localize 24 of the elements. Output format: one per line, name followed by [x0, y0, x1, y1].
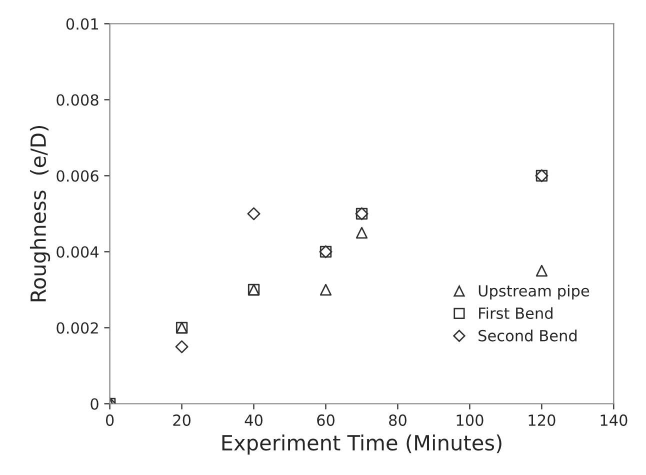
- y-axis-title: Roughness (e/D): [30, 126, 50, 302]
- legend-label: Second Bend: [478, 330, 577, 342]
- y-tick-label: 0: [90, 398, 98, 410]
- x-tick-label: 40: [244, 414, 262, 426]
- point: [356, 226, 368, 239]
- y-tick-label: 0.01: [66, 18, 98, 30]
- legend-label: Upstream pipe: [478, 284, 590, 300]
- point: [320, 284, 332, 296]
- x-tick-label: 140: [600, 414, 628, 426]
- x-tick-label: 20: [173, 414, 191, 426]
- x-tick-label: 100: [456, 414, 484, 426]
- y-tick-label: 0.004: [56, 246, 99, 258]
- x-axis-title: Experiment Time (Minutes): [222, 434, 502, 455]
- x-tick-label: 120: [528, 414, 556, 426]
- x-tick-label: 60: [317, 414, 334, 426]
- x-tick-label: 80: [389, 414, 406, 426]
- legend-label: First Bend: [479, 307, 552, 320]
- x-tick-label: 0: [106, 414, 114, 426]
- y-tick-label: 0.006: [56, 170, 98, 182]
- point: [175, 340, 188, 354]
- y-tick-label: 0.008: [56, 94, 98, 106]
- point: [247, 207, 260, 220]
- y-tick-label: 0.002: [56, 322, 98, 334]
- point: [536, 264, 548, 277]
